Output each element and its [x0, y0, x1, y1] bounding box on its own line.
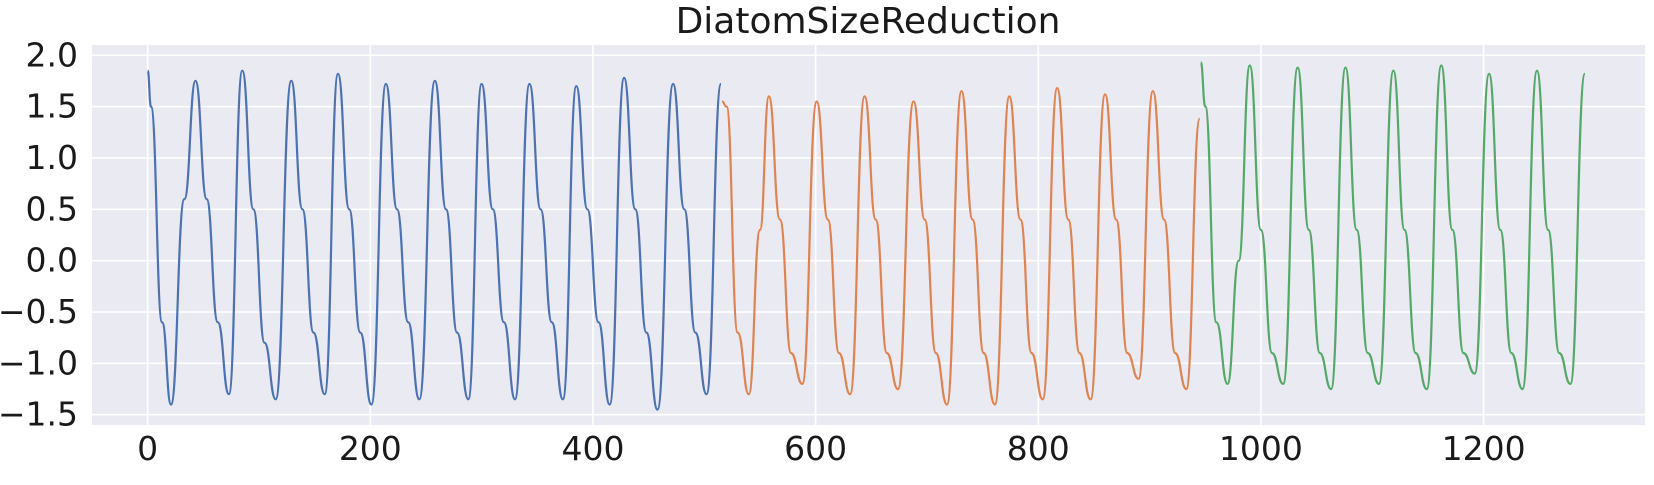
grid	[92, 45, 1645, 425]
x-tick-label: 400	[561, 429, 624, 468]
x-tick-label: 1200	[1442, 429, 1526, 468]
x-tick-label: 1000	[1219, 429, 1303, 468]
y-tick-label: −1.5	[0, 395, 78, 434]
plot-area	[92, 45, 1645, 425]
y-tick-label: 1.0	[26, 138, 78, 177]
x-tick-label: 600	[784, 429, 847, 468]
x-tick-labels: 0 200 400 600 800 1000 1200	[137, 429, 1525, 468]
series-line-1	[146, 69, 723, 411]
series-lines	[146, 61, 1586, 411]
chart-title: DiatomSizeReduction	[676, 1, 1061, 42]
x-tick-label: 0	[137, 429, 158, 468]
y-tick-labels: −1.5 −1.0 −0.5 0.0 0.5 1.0 1.5 2.0	[0, 35, 78, 433]
x-tick-label: 200	[339, 429, 402, 468]
series-line-3	[1199, 61, 1586, 391]
series-line-2	[721, 87, 1201, 406]
y-tick-label: −0.5	[0, 292, 78, 331]
y-tick-label: −1.0	[0, 343, 78, 382]
y-tick-label: 1.5	[26, 87, 78, 126]
x-tick-label: 800	[1007, 429, 1070, 468]
y-tick-label: 2.0	[26, 35, 78, 74]
y-tick-label: 0.0	[26, 241, 78, 280]
y-tick-label: 0.5	[26, 189, 78, 228]
